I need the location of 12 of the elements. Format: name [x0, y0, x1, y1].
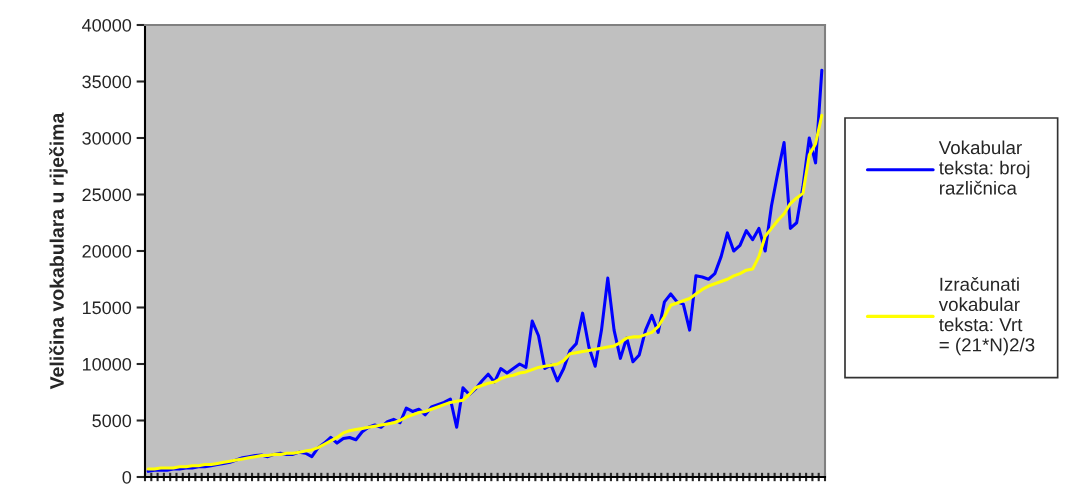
y-tick-label: 15000 — [82, 301, 132, 315]
y-tick-label: 25000 — [82, 188, 132, 202]
y-tick-label: 35000 — [82, 75, 132, 89]
y-tick-label: 40000 — [82, 18, 132, 32]
legend-label: Vokabular teksta: broj različnica — [938, 140, 1030, 195]
y-axis-title: Veličina vokabulara u riječima — [49, 112, 68, 390]
y-tick-label: 0 — [122, 470, 132, 484]
y-tick-label: 30000 — [82, 131, 132, 145]
legend-label: Izračunati vokabular teksta: Vrt = (21*N)2/3 — [938, 277, 1035, 356]
y-tick-label: 10000 — [82, 357, 132, 371]
y-tick-label: 20000 — [82, 244, 132, 258]
y-tick-label: 5000 — [92, 414, 132, 428]
